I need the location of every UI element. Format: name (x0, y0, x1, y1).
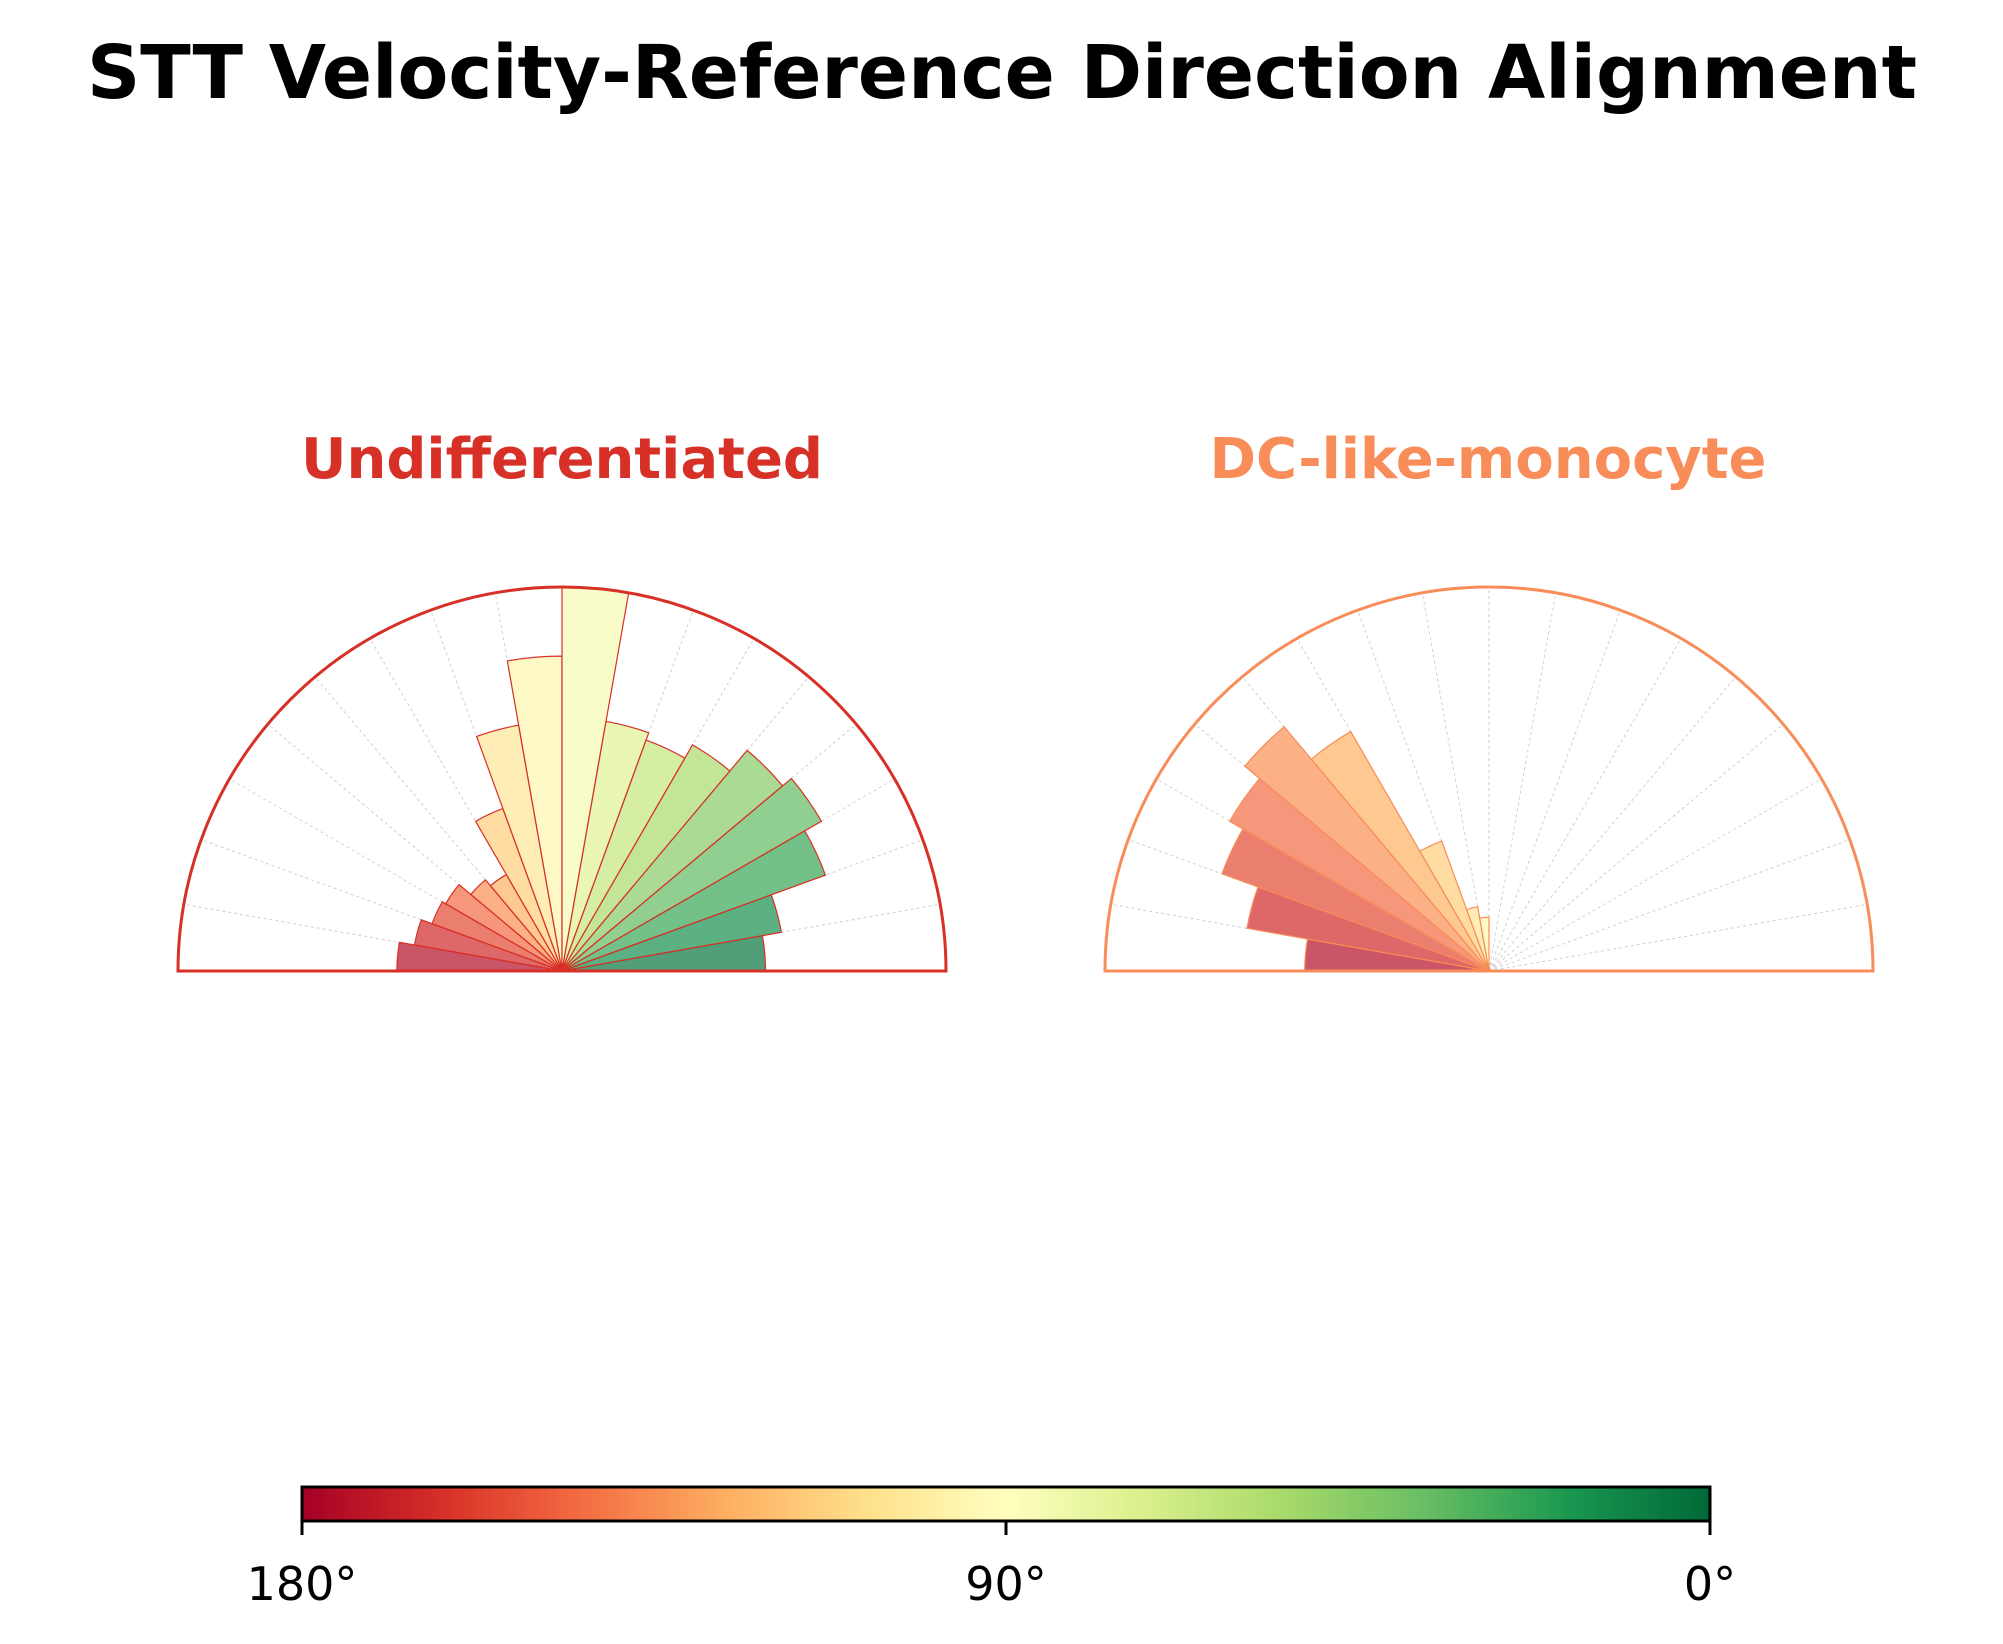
panel-undifferentiated: Undifferentiated (176, 427, 948, 973)
grid-spoke (200, 839, 563, 972)
panel-dc-like-monocyte: DC-like-monocyte (1103, 427, 1875, 973)
bar (1465, 906, 1490, 972)
panel-frame (176, 585, 948, 973)
grid-spoke (267, 723, 563, 972)
bar (1310, 730, 1490, 972)
bar (431, 901, 563, 972)
bar (469, 878, 563, 972)
bar (561, 894, 783, 972)
bar (561, 830, 827, 972)
grid-spoke (1488, 609, 1621, 972)
grid-spoke (1488, 778, 1822, 972)
grid-spoke (314, 676, 563, 972)
grid-spoke (1488, 723, 1784, 972)
bars (1221, 726, 1491, 972)
grid-spoke (229, 778, 563, 972)
colorbar-tick-label: 0° (1684, 1557, 1736, 1611)
bar (1478, 916, 1490, 972)
grid-spoke (1488, 638, 1682, 972)
bar (1419, 840, 1490, 972)
chart-title: STT Velocity-Reference Direction Alignme… (87, 30, 1917, 116)
panel-frame (1103, 585, 1875, 973)
grid-spoke (1488, 903, 1868, 972)
bar (1244, 726, 1490, 972)
grid-spoke (183, 903, 563, 972)
grid-spoke (1357, 609, 1490, 972)
grid-spoke (1488, 592, 1557, 972)
panel-title: DC-like-monocyte (1209, 427, 1766, 492)
bar (561, 720, 650, 972)
colorbar-tick-label: 90° (965, 1557, 1047, 1611)
bar (444, 883, 563, 972)
grid-spoke (1488, 676, 1737, 972)
grid-spoke (1110, 903, 1490, 972)
grid-spoke (369, 638, 563, 972)
bar (561, 777, 823, 972)
grid-spoke (1421, 592, 1490, 972)
grid-spoke (1127, 839, 1490, 972)
panel-title: Undifferentiated (301, 427, 823, 492)
colorbar: 180° 90° 0° (247, 1485, 1736, 1611)
grid-spoke (1488, 839, 1851, 972)
colorbar-tick-label: 180° (247, 1557, 358, 1611)
polar-grid (1110, 587, 1868, 972)
bars (396, 586, 827, 972)
colorbar-gradient (300, 1485, 1712, 1523)
